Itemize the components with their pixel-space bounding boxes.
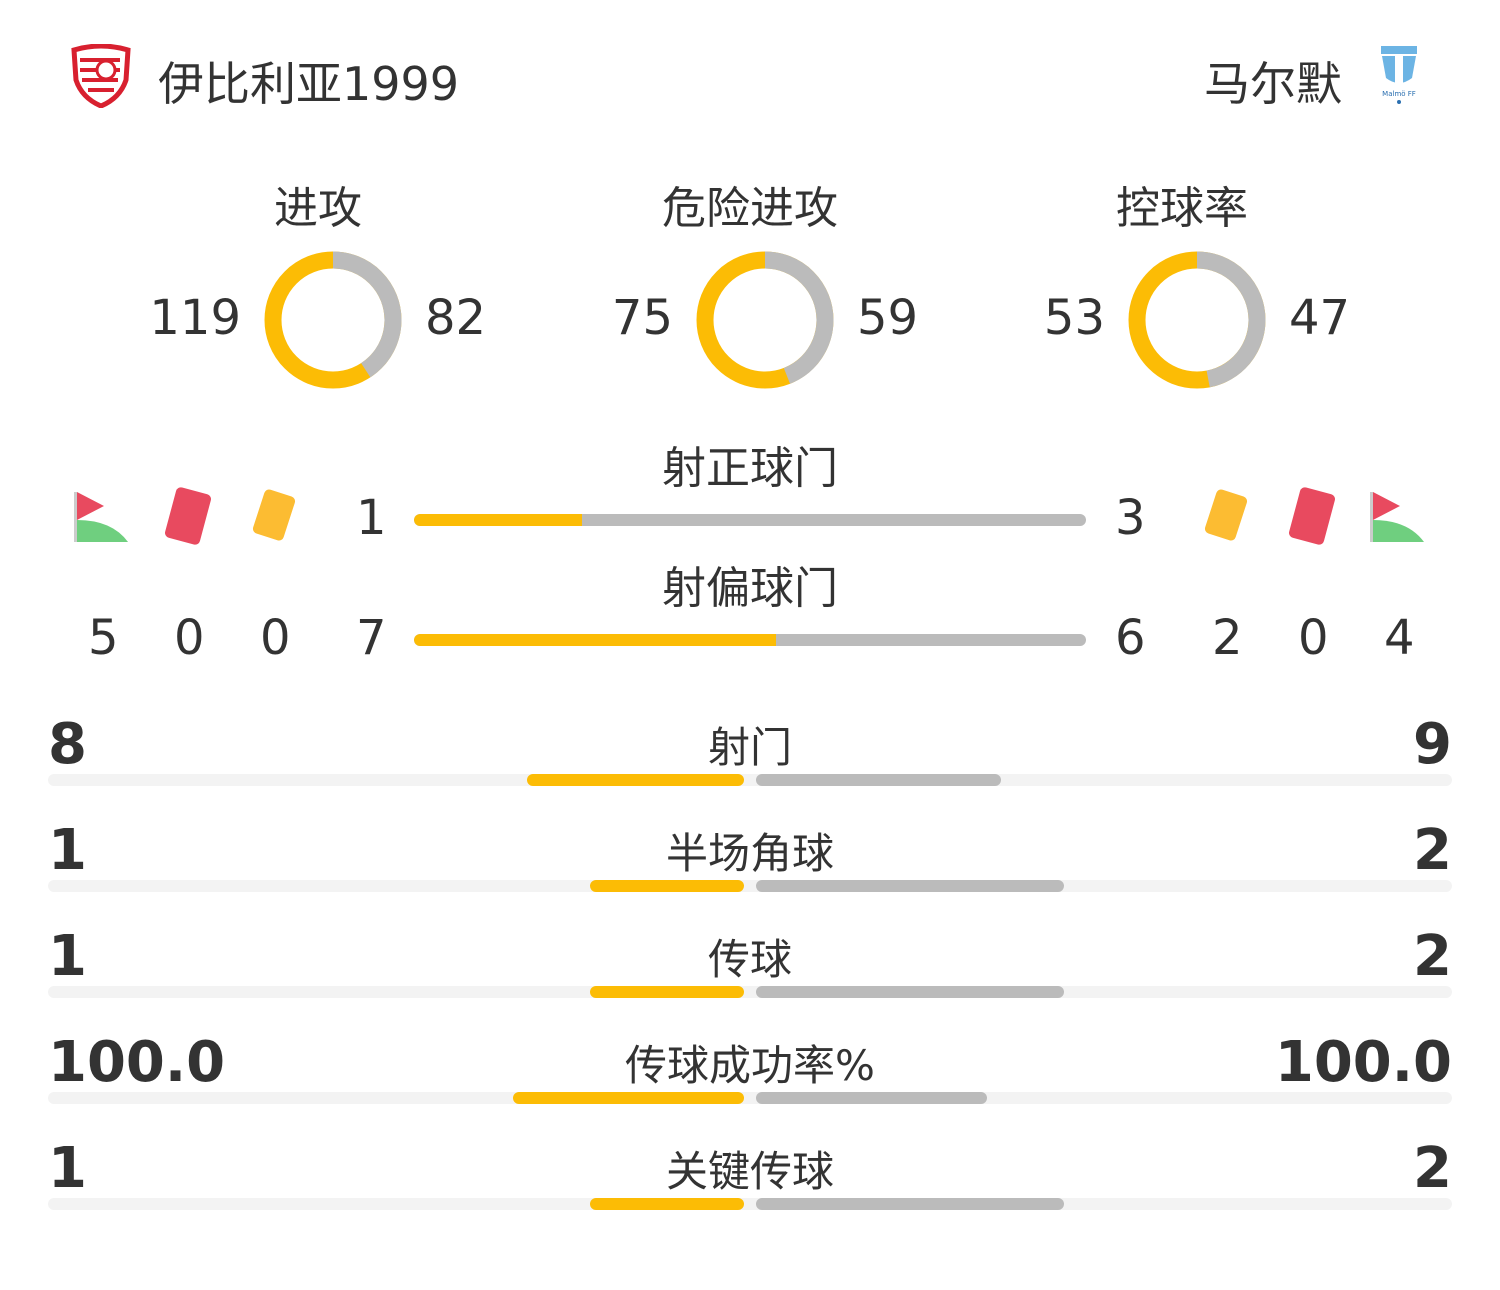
donut-home-value: 119 [149, 290, 241, 346]
row-away-value: 9 [1413, 712, 1452, 777]
corner-flag-icon [1370, 492, 1424, 542]
row-away-value: 2 [1413, 924, 1452, 989]
donut-chart [264, 251, 402, 389]
donut-away-value: 47 [1289, 290, 1351, 346]
donut-away-value: 59 [857, 290, 919, 346]
row-away-value: 100.0 [1274, 1030, 1452, 1095]
off-target-home-fill [414, 634, 776, 646]
row-home-value: 100.0 [48, 1030, 226, 1095]
donut-label: 控球率 [1116, 183, 1248, 234]
donut-away-arc [1128, 251, 1266, 389]
away-yellow-cards: 2 [1212, 610, 1243, 666]
row-track [48, 880, 1452, 892]
row-home-bar [590, 986, 744, 998]
donut-away-arc [264, 251, 402, 389]
row-away-bar [756, 986, 1064, 998]
donut-home-value: 53 [1043, 290, 1105, 346]
off-target-home: 7 [356, 610, 387, 666]
on-target-bar [414, 514, 1086, 526]
off-target-bar [414, 634, 1086, 646]
home-yellow-cards: 0 [260, 610, 291, 666]
svg-text:Malmö FF: Malmö FF [1382, 90, 1416, 98]
row-away-value: 2 [1413, 818, 1452, 883]
row-away-bar [756, 880, 1064, 892]
row-track [48, 1198, 1452, 1210]
away-logo: Malmö FF [1378, 44, 1420, 110]
corner-flag-icon [74, 492, 128, 542]
row-home-bar [526, 774, 744, 786]
red-card-icon [1289, 487, 1335, 545]
row-away-bar [756, 1198, 1064, 1210]
donut-label: 危险进攻 [662, 183, 838, 234]
home-corners: 5 [88, 610, 119, 666]
row-home-value: 1 [48, 818, 87, 883]
donut-away-value: 82 [425, 290, 487, 346]
donut-chart [1128, 251, 1266, 389]
row-home-value: 1 [48, 924, 87, 989]
away-team-name: 马尔默 [1204, 57, 1342, 111]
off-target-away: 6 [1115, 610, 1146, 666]
home-team-name: 伊比利亚1999 [158, 57, 460, 111]
row-home-value: 1 [48, 1136, 87, 1201]
off-target-label: 射偏球门 [662, 563, 838, 614]
row-label: 传球 [707, 935, 792, 984]
row-home-bar [513, 1092, 744, 1104]
on-target-away: 3 [1115, 490, 1146, 546]
row-label: 传球成功率% [625, 1041, 875, 1090]
home-logo [70, 43, 132, 112]
donut-chart [696, 251, 834, 389]
row-home-value: 8 [48, 712, 87, 777]
row-label: 关键传球 [665, 1147, 834, 1196]
donut-away-arc [696, 251, 834, 389]
on-target-home: 1 [356, 490, 387, 546]
donut-home-value: 75 [611, 290, 673, 346]
row-home-bar [590, 880, 744, 892]
row-away-bar [756, 1092, 987, 1104]
on-target-home-fill [414, 514, 582, 526]
row-track [48, 1092, 1452, 1104]
row-home-bar [590, 1198, 744, 1210]
row-label: 射门 [707, 723, 792, 772]
row-track [48, 774, 1452, 786]
row-away-value: 2 [1413, 1136, 1452, 1201]
away-corners: 4 [1384, 610, 1415, 666]
yellow-card-icon [252, 489, 296, 541]
red-card-icon [165, 487, 211, 545]
row-track [48, 986, 1452, 998]
donut-label: 进攻 [274, 183, 362, 234]
away-red-cards: 0 [1298, 610, 1329, 666]
on-target-label: 射正球门 [662, 443, 838, 494]
home-red-cards: 0 [174, 610, 205, 666]
row-away-bar [756, 774, 1001, 786]
yellow-card-icon [1204, 489, 1248, 541]
row-label: 半场角球 [665, 829, 834, 878]
